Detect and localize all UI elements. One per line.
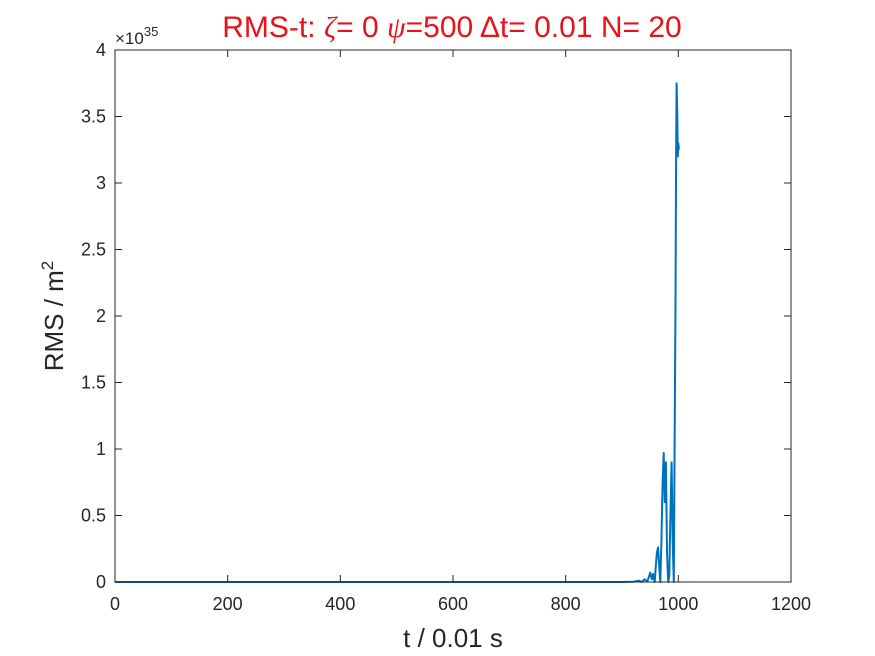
- x-tick-label: 600: [438, 594, 468, 614]
- y-tick-label: 3.5: [81, 107, 106, 127]
- plot-frame: [114, 49, 792, 583]
- y-tick-labels: 0 0.5 1 1.5 2 2.5 3 3.5 4: [81, 40, 106, 592]
- title-delta-symbol: Δ: [480, 11, 500, 44]
- title-zeta-symbol: ζ: [324, 11, 338, 44]
- y-axis-label-main: RMS / m: [39, 270, 69, 371]
- x-tick-labels: 0 200 400 600 800 1000 1200: [110, 594, 811, 614]
- y-tick-label: 4: [96, 40, 106, 60]
- y-tick-label: 2: [96, 306, 106, 326]
- y-tick-label: 1: [96, 439, 106, 459]
- y-tick-label: 3: [96, 173, 106, 193]
- y-tick-label: 2.5: [81, 240, 106, 260]
- y-axis-label-sup: 2: [38, 261, 57, 270]
- y-tick-label: 1.5: [81, 373, 106, 393]
- x-tick-label: 0: [110, 594, 120, 614]
- title-rest: t= 0.01 N= 20: [500, 11, 682, 44]
- title-prefix: RMS-t:: [222, 11, 324, 44]
- x-tick-label: 200: [213, 594, 243, 614]
- y-tick-label: 0.5: [81, 506, 106, 526]
- y-exponent-power: 35: [144, 24, 158, 39]
- title-zeta-value: = 0: [336, 11, 387, 44]
- x-tick-label: 1200: [771, 594, 811, 614]
- x-tick-label: 800: [551, 594, 581, 614]
- x-tick-label: 1000: [658, 594, 698, 614]
- y-exponent-label: ×1035: [115, 24, 158, 48]
- y-axis-label: RMS / m2: [38, 261, 69, 372]
- x-axis-label: t / 0.01 s: [403, 623, 503, 653]
- chart-title: RMS-t: ζ= 0 ψ=500 Δt= 0.01 N= 20: [222, 11, 681, 44]
- y-tick-label: 0: [96, 572, 106, 592]
- title-psi-value: =500: [406, 11, 480, 44]
- y-exponent-base: ×10: [115, 29, 144, 48]
- title-psi-symbol: ψ: [387, 11, 407, 44]
- x-tick-label: 400: [325, 594, 355, 614]
